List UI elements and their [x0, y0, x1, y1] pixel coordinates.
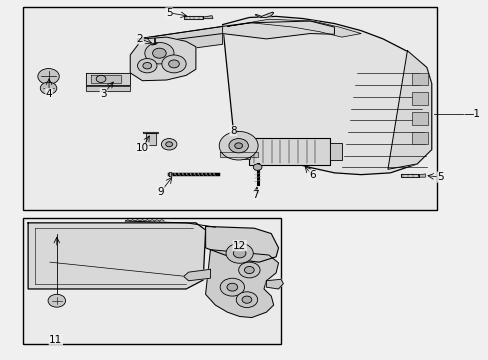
- Polygon shape: [227, 19, 361, 37]
- Bar: [411, 93, 427, 105]
- Polygon shape: [418, 174, 425, 177]
- Polygon shape: [203, 16, 212, 18]
- Circle shape: [142, 63, 151, 69]
- Bar: [240, 147, 250, 159]
- Polygon shape: [266, 279, 283, 289]
- Bar: [411, 132, 427, 144]
- Bar: [411, 73, 427, 85]
- Bar: [23, 7, 436, 210]
- Text: 7: 7: [252, 190, 259, 200]
- Bar: [249, 138, 329, 165]
- Circle shape: [234, 143, 242, 149]
- Text: 2: 2: [136, 34, 143, 44]
- Circle shape: [236, 292, 257, 307]
- Polygon shape: [86, 86, 130, 91]
- Circle shape: [152, 48, 166, 58]
- Polygon shape: [205, 249, 278, 318]
- Polygon shape: [28, 223, 205, 289]
- Polygon shape: [255, 12, 273, 18]
- Circle shape: [228, 139, 248, 153]
- Circle shape: [144, 42, 174, 64]
- Text: —1: —1: [462, 109, 479, 119]
- Circle shape: [225, 243, 253, 263]
- Polygon shape: [143, 132, 158, 133]
- Circle shape: [96, 75, 106, 82]
- Polygon shape: [220, 153, 257, 157]
- Circle shape: [233, 249, 245, 258]
- Polygon shape: [86, 73, 130, 85]
- Bar: [329, 143, 341, 160]
- Polygon shape: [137, 21, 334, 44]
- Circle shape: [244, 266, 254, 274]
- Circle shape: [253, 164, 262, 170]
- Circle shape: [238, 262, 260, 278]
- Polygon shape: [145, 133, 156, 145]
- Polygon shape: [91, 75, 120, 83]
- Polygon shape: [183, 269, 210, 281]
- Text: 10: 10: [136, 143, 149, 153]
- Circle shape: [220, 278, 244, 296]
- Circle shape: [162, 55, 186, 73]
- Polygon shape: [130, 37, 196, 81]
- Text: 5: 5: [436, 172, 443, 182]
- Circle shape: [137, 59, 157, 73]
- Text: 3: 3: [100, 89, 106, 99]
- Polygon shape: [205, 226, 278, 262]
- Circle shape: [161, 139, 177, 150]
- Text: 12: 12: [233, 241, 246, 251]
- Polygon shape: [387, 51, 431, 169]
- Text: 6: 6: [308, 170, 315, 180]
- Text: 9: 9: [157, 187, 164, 197]
- Circle shape: [242, 296, 251, 303]
- Circle shape: [165, 142, 172, 147]
- Bar: [411, 112, 427, 125]
- Polygon shape: [222, 17, 431, 175]
- Text: 8: 8: [229, 126, 236, 136]
- Circle shape: [168, 60, 179, 68]
- Text: 5: 5: [165, 8, 172, 18]
- Text: 11: 11: [49, 335, 62, 345]
- Text: 4: 4: [46, 89, 52, 99]
- Polygon shape: [169, 172, 170, 176]
- Circle shape: [226, 283, 237, 291]
- Circle shape: [219, 131, 258, 160]
- Polygon shape: [183, 16, 203, 18]
- Polygon shape: [400, 174, 418, 177]
- Circle shape: [40, 82, 57, 94]
- Polygon shape: [137, 26, 222, 56]
- Circle shape: [38, 68, 59, 84]
- Bar: [23, 217, 281, 344]
- Circle shape: [48, 294, 65, 307]
